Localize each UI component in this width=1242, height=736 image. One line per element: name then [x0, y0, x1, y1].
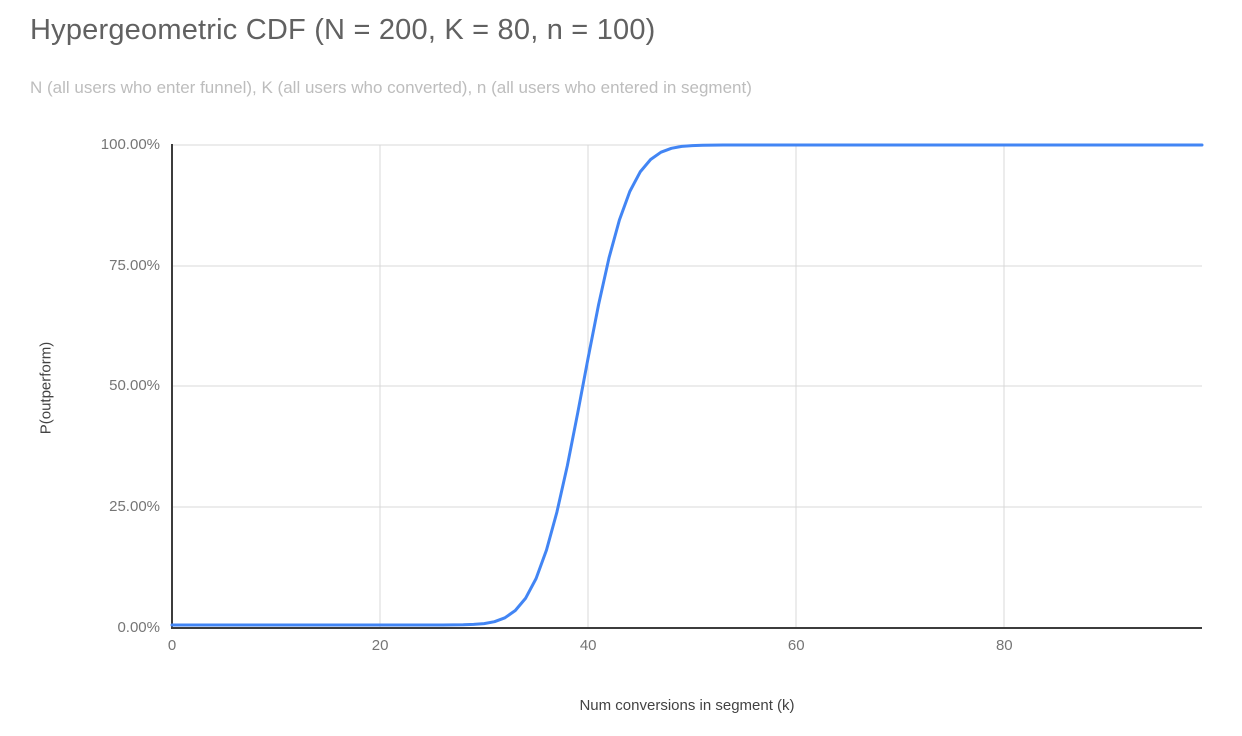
x-tick-label: 0 [167, 637, 177, 654]
y-tick-label: 25.00% [109, 497, 160, 515]
chart-subtitle: N (all users who enter funnel), K (all u… [30, 78, 752, 97]
x-tick-label: 40 [579, 637, 597, 654]
y-tick-label: 0.00% [117, 618, 160, 636]
x-tick-label: 80 [995, 637, 1013, 654]
y-tick-label: 50.00% [109, 377, 160, 395]
x-axis-title: Num conversions in segment (k) [579, 697, 795, 714]
x-tick-label: 20 [371, 637, 389, 654]
y-axis-title: P(outperform) [37, 341, 55, 435]
chart-title: Hypergeometric CDF (N = 200, K = 80, n =… [30, 14, 656, 46]
y-tick-label: 75.00% [109, 256, 160, 274]
x-tick-label: 60 [787, 637, 805, 654]
y-tick-label: 100.00% [100, 136, 160, 153]
series-line-path [170, 143, 1204, 627]
